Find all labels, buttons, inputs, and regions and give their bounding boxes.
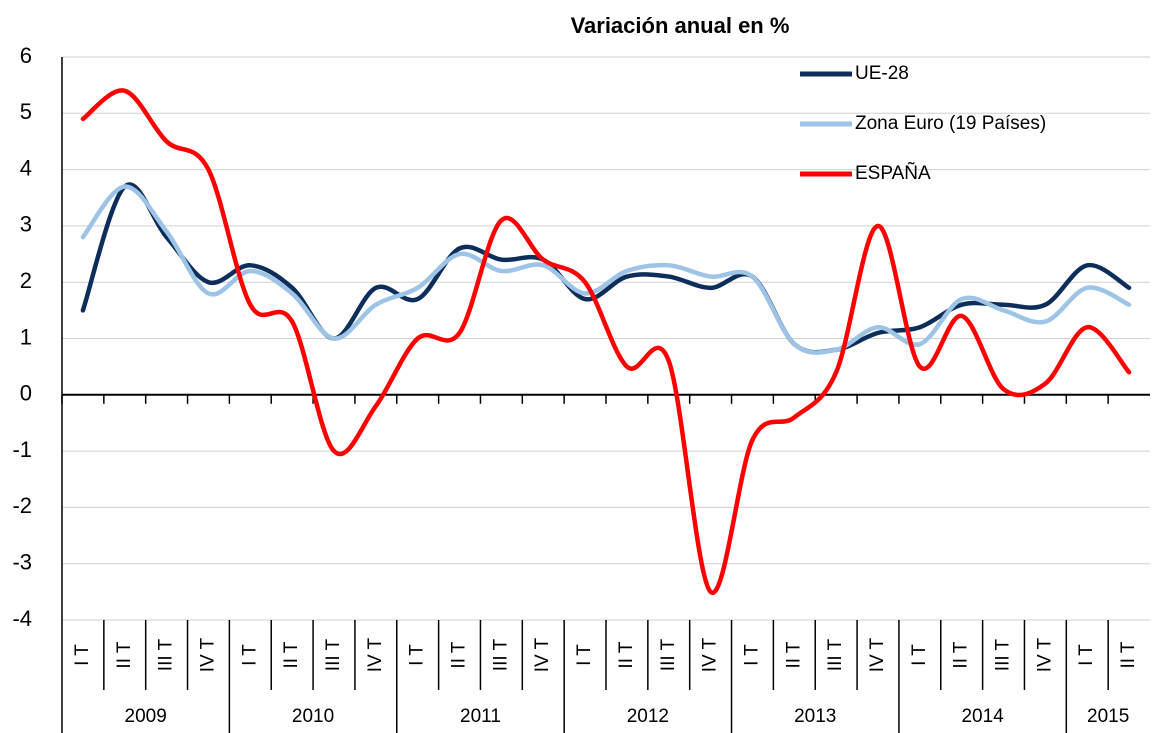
y-tick-label: -1 (12, 437, 32, 462)
x-tick-label: III T (658, 638, 679, 671)
x-group-label: 2010 (292, 706, 334, 727)
y-tick-label: -3 (12, 550, 32, 575)
x-group-label: 2012 (627, 706, 669, 727)
y-tick-label: 2 (20, 268, 32, 293)
x-tick-label: I T (239, 644, 260, 666)
x-tick-label: III T (490, 638, 511, 671)
x-tick-label: IV T (532, 637, 553, 672)
x-group-label: 2013 (794, 706, 836, 727)
x-tick-label: I T (72, 644, 93, 666)
x-tick-label: II T (616, 641, 637, 668)
y-tick-label: -4 (12, 606, 32, 631)
chart-title: Variación anual en % (571, 13, 790, 38)
y-tick-label: 1 (20, 324, 32, 349)
x-tick-label: III T (323, 638, 344, 671)
x-group-label: 2014 (961, 706, 1004, 727)
legend-label: ESPAÑA (855, 162, 931, 184)
series-line (80, 184, 1132, 355)
x-tick-label: I T (909, 644, 930, 666)
x-tick-label: IV T (197, 637, 218, 672)
x-tick-label: III T (156, 638, 177, 671)
x-tick-label: IV T (867, 637, 888, 672)
x-tick-label: I T (1076, 644, 1097, 666)
x-group-label: 2011 (460, 706, 501, 727)
series-line (80, 88, 1132, 595)
y-tick-label: 3 (20, 212, 32, 237)
x-group-label: 2009 (125, 706, 167, 727)
x-tick-label: III T (993, 638, 1014, 671)
x-tick-label: II T (281, 641, 302, 668)
x-tick-label: II T (449, 641, 470, 668)
y-tick-label: 4 (20, 155, 32, 180)
x-tick-label: I T (407, 644, 428, 666)
x-tick-label: III T (825, 638, 846, 671)
y-tick-label: 6 (20, 43, 32, 68)
y-tick-label: 0 (20, 381, 32, 406)
y-tick-label: 5 (20, 99, 32, 124)
x-tick-label: II T (951, 641, 972, 668)
x-tick-label: II T (783, 641, 804, 668)
x-tick-label: II T (114, 641, 135, 668)
legend-label: UE-28 (855, 63, 909, 84)
x-group-label: 2015 (1087, 706, 1129, 727)
legend-label: Zona Euro (19 Países) (855, 113, 1046, 134)
x-tick-label: I T (574, 644, 595, 666)
x-tick-label: I T (741, 644, 762, 666)
x-tick-label: IV T (1034, 637, 1055, 672)
x-tick-label: IV T (700, 637, 721, 672)
x-tick-label: IV T (365, 637, 386, 672)
x-tick-label: II T (1118, 641, 1139, 668)
y-tick-label: -2 (12, 493, 32, 518)
